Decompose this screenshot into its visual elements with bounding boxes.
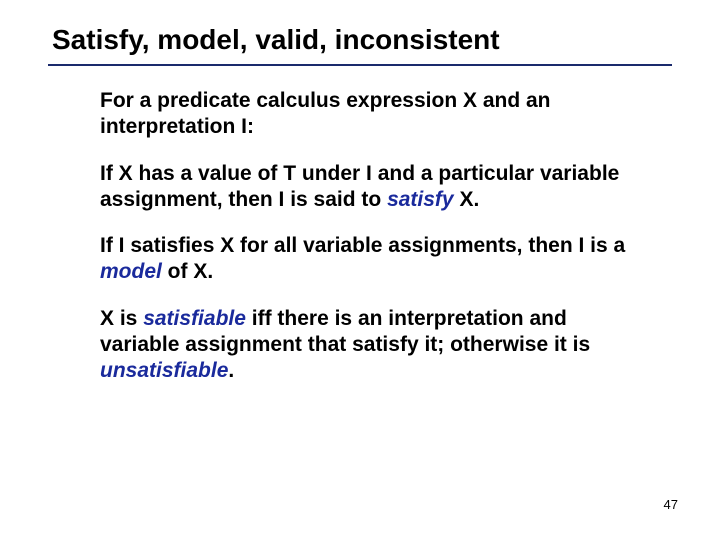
term-satisfy: satisfy	[387, 188, 454, 211]
slide-title: Satisfy, model, valid, inconsistent	[48, 24, 672, 56]
title-rule	[48, 64, 672, 66]
paragraph-satisfiable: X is satisfiable iff there is an interpr…	[100, 306, 642, 385]
slide-body: For a predicate calculus expression X an…	[48, 88, 672, 384]
text-run: X.	[454, 188, 480, 211]
text-run: If I satisfies X for all variable assign…	[100, 234, 625, 257]
text-run: .	[228, 359, 234, 382]
term-model: model	[100, 260, 162, 283]
paragraph-satisfy: If X has a value of T under I and a part…	[100, 161, 642, 214]
slide: Satisfy, model, valid, inconsistent For …	[0, 0, 720, 540]
paragraph-intro: For a predicate calculus expression X an…	[100, 88, 642, 141]
text-run: X is	[100, 307, 143, 330]
page-number: 47	[664, 497, 678, 512]
term-unsatisfiable: unsatisfiable	[100, 359, 228, 382]
text-run: If X has a value of T under I and a part…	[100, 162, 619, 211]
text-run: of X.	[162, 260, 213, 283]
term-satisfiable: satisfiable	[143, 307, 246, 330]
paragraph-model: If I satisfies X for all variable assign…	[100, 233, 642, 286]
